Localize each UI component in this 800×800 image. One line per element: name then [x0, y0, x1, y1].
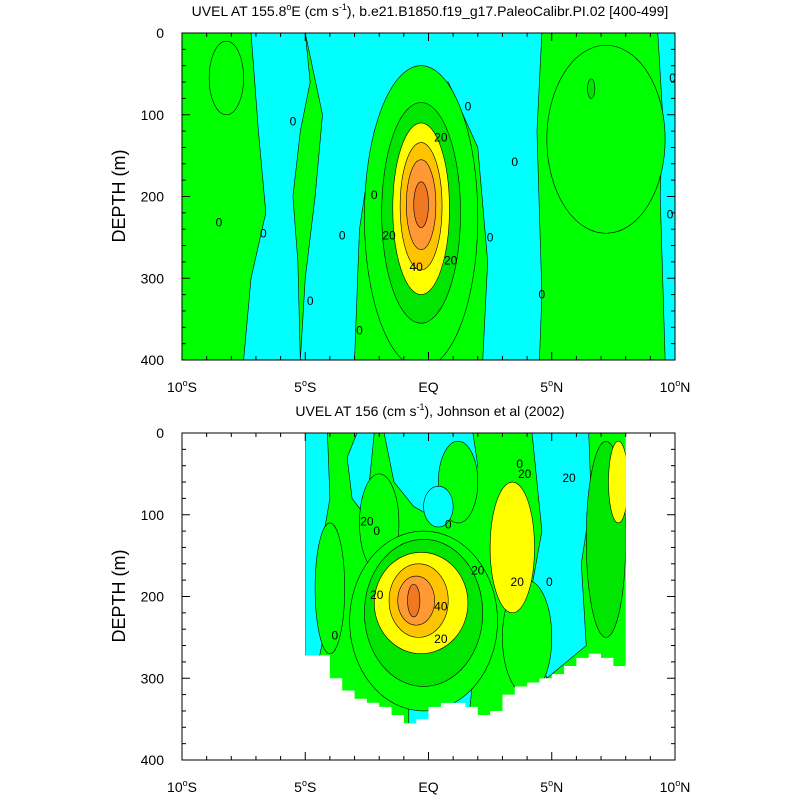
y-tick-label: 100: [141, 507, 165, 523]
negative-flow-region: [300, 33, 543, 360]
contour-label: 20: [518, 467, 532, 481]
x-tick-label: 5oN: [540, 778, 563, 795]
negative-flow-region: [243, 33, 311, 360]
y-tick-label: 0: [156, 425, 164, 441]
contour-c_0_10: [314, 522, 345, 655]
x-tick-label: EQ: [418, 379, 438, 395]
x-tick-label: 10oN: [660, 778, 691, 795]
contour-label: 0: [669, 71, 676, 85]
model-panel-title: UVEL AT 155.8oE (cm s-1), b.e21.B1850.f1…: [192, 2, 669, 19]
y-tick-label: 200: [141, 189, 165, 205]
contour-label: 0: [307, 294, 314, 308]
model-panel: UVEL AT 155.8oE (cm s-1), b.e21.B1850.f1…: [109, 2, 690, 395]
model-panel-ylabel: DEPTH (m): [109, 150, 129, 243]
x-tick-label: 5oS: [294, 378, 316, 395]
contour-label: 0: [339, 229, 346, 243]
contour-label: 0: [546, 575, 553, 589]
contour-label: 0: [260, 226, 267, 240]
x-tick-label: 10oN: [660, 378, 691, 395]
x-tick-label: EQ: [418, 779, 438, 795]
contour-label: 0: [511, 155, 518, 169]
contour-c_10_20: [587, 78, 596, 99]
contour-c_50p: [413, 181, 429, 228]
contour-label: 20: [562, 471, 576, 485]
y-tick-label: 400: [141, 752, 165, 768]
x-tick-label: 5oS: [294, 778, 316, 795]
contour-label: 0: [465, 100, 472, 114]
contour-label: 0: [667, 207, 674, 221]
x-tick-label: 5oN: [540, 378, 563, 395]
contour-label: 0: [290, 114, 297, 128]
contour-label: 0: [331, 629, 338, 643]
contour-field: 20 20 20 40 0 0 0 0 0 0 0 0 0 0 0 0 0: [182, 33, 676, 360]
contour-c_0_10: [208, 40, 244, 116]
contour-label: 20: [360, 514, 374, 528]
contour-c_lt0: [423, 485, 454, 528]
contour-label: 40: [409, 260, 423, 274]
contour-c_50p: [407, 583, 421, 618]
contour-label: 0: [373, 524, 380, 538]
contour-label: 40: [434, 599, 448, 613]
contour-label: 20: [434, 632, 448, 646]
y-tick-label: 0: [156, 25, 164, 41]
contour-label: 20: [434, 131, 448, 145]
y-tick-label: 300: [141, 270, 165, 286]
x-tick-label: 10oS: [167, 378, 197, 395]
observation-panel-ylabel: DEPTH (m): [109, 550, 129, 643]
contour-label: 0: [539, 288, 546, 302]
contour-label: 0: [371, 188, 378, 202]
y-tick-label: 400: [141, 352, 165, 368]
observation-panel-title: UVEL AT 156 (cm s-1), Johnson et al (200…: [295, 402, 564, 419]
y-tick-label: 300: [141, 670, 165, 686]
contour-label: 0: [516, 457, 523, 471]
y-tick-label: 200: [141, 589, 165, 605]
contour-label: 0: [356, 324, 363, 338]
contour-c_20_30: [489, 481, 535, 614]
contour-label: 20: [444, 253, 458, 267]
contour-c_20_30: [608, 440, 626, 524]
contour-label: 0: [445, 518, 452, 532]
contour-label: 20: [382, 229, 396, 243]
contour-label: 20: [370, 588, 384, 602]
contour-label: 0: [487, 230, 494, 244]
x-tick-label: 10oS: [167, 778, 197, 795]
observation-panel: UVEL AT 156 (cm s-1), Johnson et al (200…: [109, 402, 690, 795]
contour-label: 0: [216, 216, 223, 230]
contour-c_0_10: [546, 44, 666, 234]
contour-label: 20: [511, 575, 525, 589]
y-tick-label: 100: [141, 107, 165, 123]
contour-label: 20: [471, 563, 485, 577]
